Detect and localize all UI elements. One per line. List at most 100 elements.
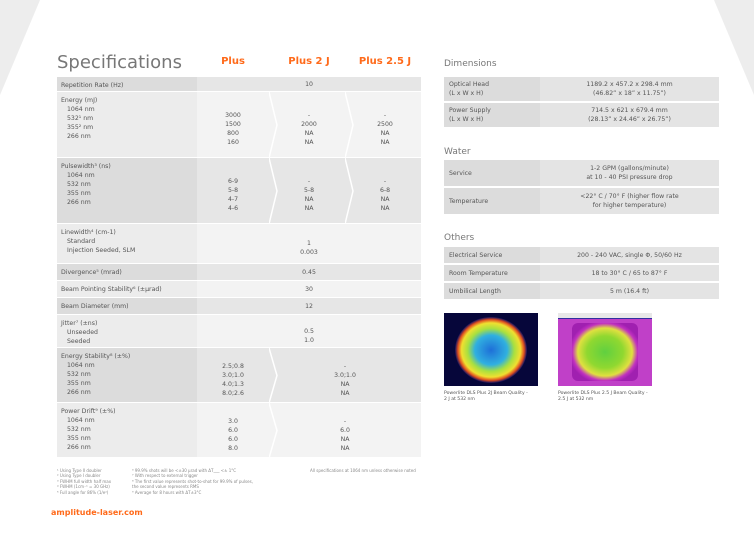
chevron-divider	[269, 158, 278, 224]
spec-value: 5-8	[303, 187, 315, 194]
spec-label-text: Beam Pointing Stability⁶ (±μrad)	[61, 286, 162, 293]
spec-row-label: Repetition Rate (Hz)	[57, 77, 197, 91]
side-table-row: Power Supply (L x W x H) 714.5 x 621 x 679…	[444, 103, 719, 129]
side-table-row: Room Temperature 18 to 30° C / 65 to 87° …	[444, 265, 719, 283]
spec-value: 6-9	[227, 178, 239, 185]
spec-value: -	[343, 362, 347, 370]
spec-sublabel: 1064 nm	[67, 172, 95, 179]
chevron-divider	[345, 92, 354, 158]
spec-value: 0.45	[302, 268, 316, 276]
water-title: Water	[444, 147, 471, 157]
spec-sublabel: 355 nm	[67, 435, 91, 442]
footnote-right: All specifications at 1064 nm unless oth…	[310, 468, 416, 473]
spec-value: 8.0;2.6	[222, 389, 244, 397]
spec-value: 800	[227, 130, 239, 137]
background-shape-left	[0, 0, 40, 95]
side-table-value: 1-2 GPM (gallons/minute) at 10 - 40 PSI p…	[586, 165, 673, 181]
footnotes-left: ¹ Using Type II doubler ² Using Type I do…	[57, 468, 111, 495]
spec-value-cell: 6-9 5-8 4-7 4-6	[197, 158, 269, 223]
spec-row: Energy Stability⁸ (±%) 1064 nm 532 nm 355 n…	[57, 348, 421, 403]
spec-value: -	[383, 112, 387, 119]
others-title: Others	[444, 233, 475, 243]
spec-value: -	[307, 112, 311, 119]
spec-value: 1	[307, 240, 311, 247]
spec-value: NA	[340, 435, 350, 443]
spec-sublabel: 532 nm	[67, 371, 91, 378]
spec-sublabel: 1064 nm	[67, 362, 95, 369]
page-title: Specifications	[57, 52, 182, 73]
website-link[interactable]: amplitude-laser.com	[51, 508, 143, 517]
spec-sublabel: 355² nm	[67, 124, 94, 131]
column-header-plus-2-5j: Plus 2.5 J	[358, 56, 412, 67]
spec-value: NA	[304, 130, 314, 137]
background-shape-right	[714, 0, 754, 95]
footnote-line: ⁵ Full angle for 86% (1/e²)	[57, 489, 109, 495]
spec-sublabel: 266 nm	[67, 199, 91, 206]
spec-sublabel: 1064 nm	[67, 417, 95, 424]
footnote-line: ⁴ FWHM (1cm⁻¹ = 30 GHz)	[57, 484, 110, 490]
spec-value: NA	[340, 389, 350, 397]
spec-value: 0.5	[304, 327, 314, 335]
spec-value: 2500	[377, 121, 393, 128]
spec-sublabel: 266 nm	[67, 444, 91, 451]
spec-value: NA	[380, 205, 390, 212]
side-table-row: Temperature <22° C / 70° F (higher flow r…	[444, 188, 719, 216]
spec-label-text: Beam Diameter (mm)	[61, 303, 129, 310]
chevron-divider	[269, 92, 278, 158]
spec-value-cell: 1 0.003	[197, 224, 421, 263]
spec-value: 3.0;1.0	[222, 371, 244, 379]
beam-profile-image-plus-2j	[444, 313, 538, 386]
spec-label-text: Divergence⁵ (mrad)	[61, 269, 122, 276]
spec-row: Beam Diameter (mm) 12	[57, 298, 421, 315]
side-table-label: Umbilical Length	[444, 283, 540, 299]
spec-value: NA	[304, 139, 314, 146]
spec-value: NA	[304, 196, 314, 203]
column-header-plus: Plus	[221, 56, 245, 67]
footnote-line: ¹ Using Type II doubler	[57, 468, 102, 473]
side-table-value: 5 m (16.4 ft)	[610, 287, 649, 295]
spec-value: 6.0	[340, 426, 350, 434]
dimensions-table: Optical Head (L x W x H) 1189.2 x 457.2 x …	[444, 77, 719, 129]
spec-value: NA	[304, 205, 314, 212]
spec-value: 4-6	[227, 205, 239, 212]
spec-row: Power Drift⁹ (±%) 1064 nm 532 nm 355 nm 266 …	[57, 403, 421, 458]
side-table-label: Service	[444, 160, 540, 186]
spec-value-cell: 0.45	[197, 264, 421, 280]
spec-row-label: Beam Diameter (mm)	[57, 298, 197, 314]
spec-value-cell: 3000 1500 800 160	[197, 92, 269, 157]
spec-sublabel: Standard	[67, 238, 96, 245]
spec-row-label: Linewidth⁴ (cm-1) Standard Injection Seede…	[57, 224, 197, 263]
spec-value: NA	[380, 130, 390, 137]
spec-row-label: Jitter⁷ (±ns) Unseeded Seeded	[57, 315, 197, 347]
spec-sublabel: 266 nm	[67, 389, 91, 396]
spec-value-cell: 30	[197, 281, 421, 297]
spec-value: 8.0	[228, 444, 238, 452]
spec-row-label: Power Drift⁹ (±%) 1064 nm 532 nm 355 nm 266 …	[57, 403, 197, 457]
spec-row-label: Pulsewidth³ (ns) 1064 nm 532 nm 355 nm 266 n…	[57, 158, 197, 223]
spec-row-label: Energy Stability⁸ (±%) 1064 nm 532 nm 355 n…	[57, 348, 197, 402]
spec-value: 6-8	[379, 187, 391, 194]
spec-row: Pulsewidth³ (ns) 1064 nm 532 nm 355 nm 266 n…	[57, 158, 421, 224]
spec-sublabel: 532¹ nm	[67, 115, 94, 122]
footnote-line: the second value represents RMS	[132, 484, 199, 490]
footnote-line: ⁹ Average for 8 hours with ΔT±3°C	[132, 489, 202, 495]
spec-value: 160	[227, 139, 239, 146]
spec-row: Jitter⁷ (±ns) Unseeded Seeded 0.5 1.0	[57, 315, 421, 348]
side-table-label: Temperature	[444, 188, 540, 214]
spec-label-text: Pulsewidth³ (ns)	[61, 163, 111, 170]
spec-row-label: Divergence⁵ (mrad)	[57, 264, 197, 280]
spec-value: 10	[305, 80, 313, 88]
spec-value: NA	[340, 380, 350, 388]
spec-sublabel: 532 nm	[67, 181, 91, 188]
spec-value-cell: 12	[197, 298, 421, 314]
beam-caption-plus-2-5j: Powerlite DLS Plus 2.5 J Beam Quality - …	[558, 391, 648, 402]
footnote-line: ⁷ With respect to external trigger	[132, 473, 198, 479]
others-table: Electrical Service 200 - 240 VAC, single …	[444, 247, 719, 301]
side-table-row: Optical Head (L x W x H) 1189.2 x 457.2 x …	[444, 77, 719, 103]
footnote-line: ⁸ The first value represents shot-to-sho…	[132, 478, 253, 484]
side-table-label: Electrical Service	[444, 247, 540, 263]
spec-sublabel: Seeded	[67, 338, 91, 345]
spec-label-text: Jitter⁷ (±ns)	[61, 320, 98, 327]
spec-label-text: Power Drift⁹ (±%)	[61, 408, 116, 415]
footnote-line: ³ FWHM full width half max	[57, 478, 112, 484]
